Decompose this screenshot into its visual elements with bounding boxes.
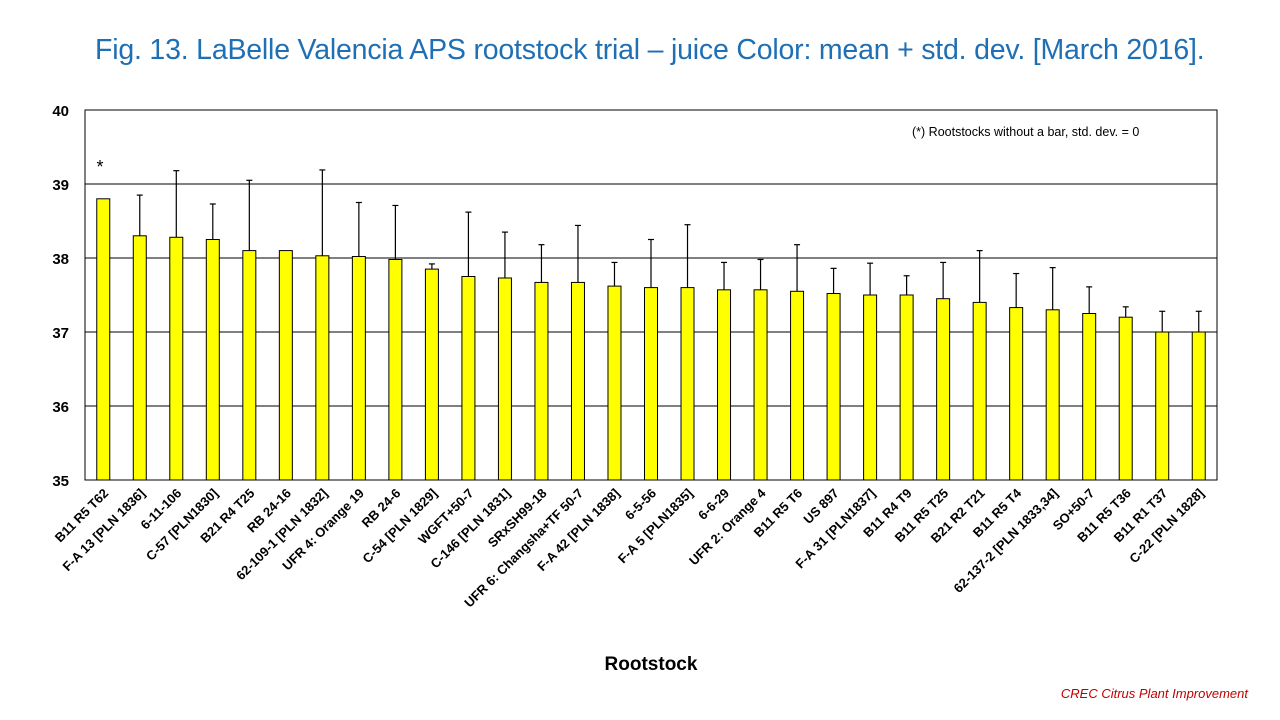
bar [570,281,585,481]
bar [351,256,366,481]
y-tick-label: 39 [52,177,69,194]
y-tick-label: 35 [52,473,69,490]
bar [1045,309,1060,481]
bar [644,287,658,481]
bar [1009,307,1024,481]
bar [1191,331,1206,481]
bar [278,250,293,481]
bar [826,293,841,481]
bar [753,289,768,481]
y-tick-label: 40 [52,103,69,120]
bar [863,294,878,481]
slide-title: Fig. 13. LaBelle Valencia APS rootstock … [95,34,1205,66]
y-tick-label: 36 [52,399,69,416]
error-bars [136,169,1202,332]
bar [1082,313,1097,481]
y-axis-tick-labels: 35 36 37 38 39 40 [52,103,69,490]
bar [96,198,111,481]
bar [132,235,147,481]
bar [169,236,184,481]
bar [717,289,732,481]
footer-credit: CREC Citrus Plant Improvement [1060,686,1248,701]
x-axis-title: Rootstock [605,654,698,675]
bar [388,258,403,481]
std-dev-zero-asterisk: * [96,157,103,177]
bar [936,298,951,481]
y-tick-label: 38 [52,251,69,268]
bar [1118,316,1133,481]
bar [205,239,220,481]
bar [461,276,476,481]
bar [680,287,695,481]
bars [96,198,1206,481]
bar [315,255,330,481]
bar [899,294,914,481]
bar [242,250,257,481]
chart-note: (*) Rootstocks without a bar, std. dev. … [912,125,1139,139]
bar [1155,331,1170,481]
bar [607,285,622,481]
bar [424,268,439,481]
bar [497,277,512,481]
bar [972,301,987,481]
bar [790,290,805,481]
bar [534,281,549,481]
y-tick-label: 37 [52,325,69,342]
